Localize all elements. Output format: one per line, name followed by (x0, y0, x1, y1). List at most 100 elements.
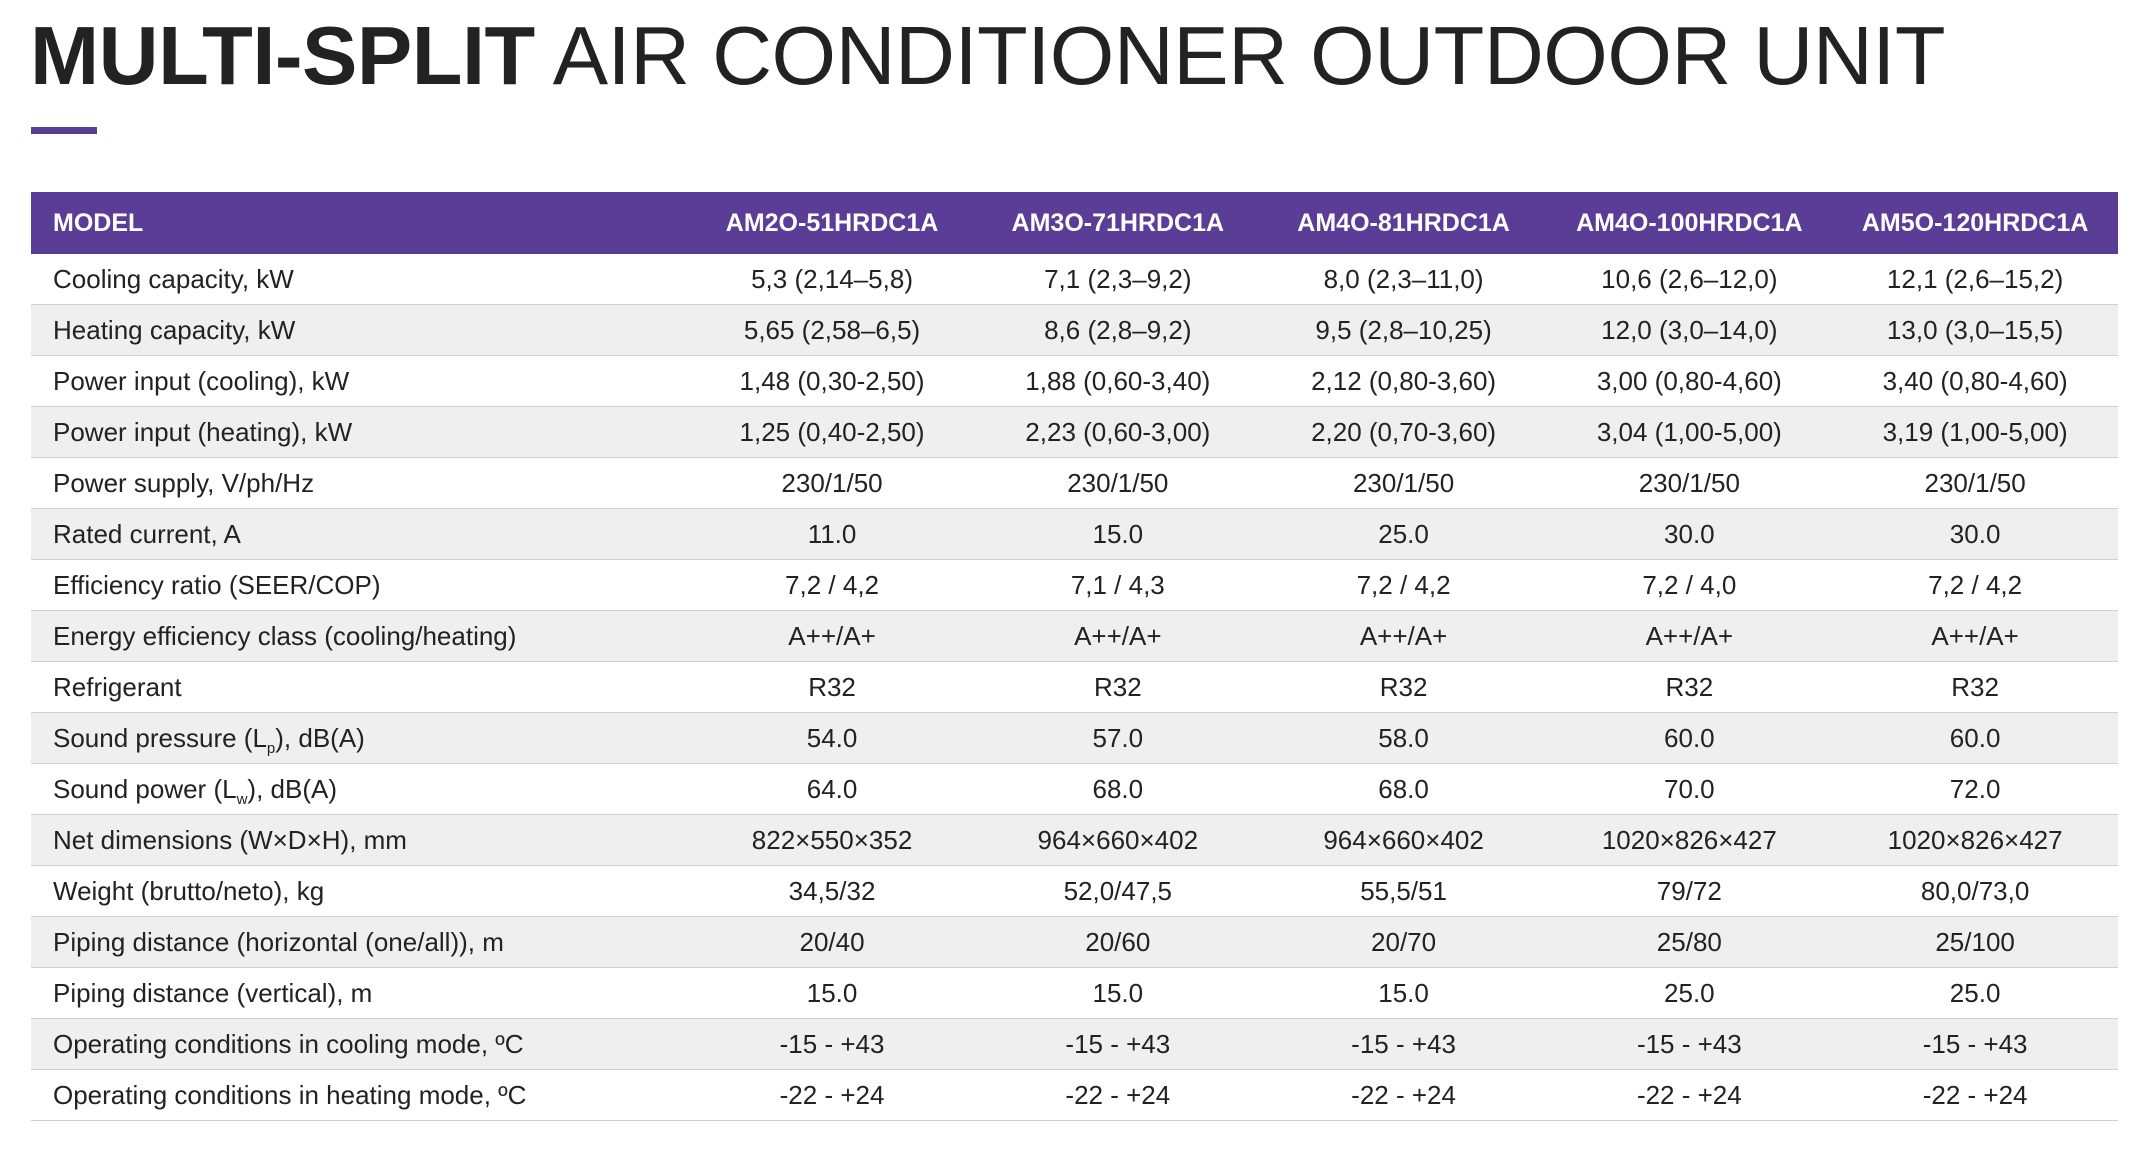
row-label: Power input (heating), kW (31, 406, 690, 458)
table-cell: 1,25 (0,40-2,50) (689, 406, 975, 458)
table-cell: 7,2 / 4,2 (1832, 559, 2118, 611)
table-cell: R32 (1546, 661, 1833, 713)
table-cell: 30.0 (1832, 508, 2118, 560)
table-cell: 5,3 (2,14–5,8) (689, 254, 975, 305)
table-cell: 964×660×402 (974, 814, 1261, 866)
table-cell: -15 - +43 (1832, 1018, 2118, 1070)
table-cell: A++/A+ (1832, 610, 2118, 662)
table-cell: A++/A+ (974, 610, 1261, 662)
table-cell: 9,5 (2,8–10,25) (1260, 304, 1547, 356)
table-cell: R32 (689, 661, 975, 713)
table-cell: 72.0 (1832, 763, 2118, 815)
table-cell: 25.0 (1546, 967, 1833, 1019)
table-cell: 1020×826×427 (1546, 814, 1833, 866)
table-cell: 3,19 (1,00-5,00) (1832, 406, 2118, 458)
row-label-text: ), dB(A) (247, 773, 337, 804)
table-cell: 25/80 (1546, 916, 1833, 968)
table-cell: 12,0 (3,0–14,0) (1546, 304, 1833, 356)
title-regular-part: AIR CONDITIONER OUTDOOR UNIT (552, 9, 1946, 102)
table-cell: 20/40 (689, 916, 975, 968)
row-label: Sound power (Lw), dB(A) (31, 763, 690, 815)
table-cell: -22 - +24 (689, 1069, 975, 1121)
table-row: Sound pressure (Lp), dB(A) 54.0 57.0 58.0 60… (31, 712, 2118, 764)
table-cell: 64.0 (689, 763, 975, 815)
table-row: Power input (heating), kW 1,25 (0,40-2,50… (31, 406, 2118, 458)
row-label-text: ), dB(A) (275, 722, 365, 753)
table-cell: 7,1 / 4,3 (974, 559, 1261, 611)
page-title: MULTI-SPLIT AIR CONDITIONER OUTDOOR UNIT (30, 6, 1946, 106)
row-label: Piping distance (horizontal (one/all)), … (31, 916, 690, 968)
table-cell: R32 (1260, 661, 1547, 713)
table-cell: 68.0 (1260, 763, 1547, 815)
row-label: Piping distance (vertical), m (31, 967, 690, 1019)
row-label-text: Sound power (L (53, 773, 237, 804)
row-label: Efficiency ratio (SEER/COP) (31, 559, 690, 611)
table-cell: 60.0 (1832, 712, 2118, 764)
table-cell: 1020×826×427 (1832, 814, 2118, 866)
table-cell: 60.0 (1546, 712, 1833, 764)
table-cell: 2,12 (0,80-3,60) (1260, 355, 1547, 407)
table-cell: 57.0 (974, 712, 1261, 764)
row-label: Power supply, V/ph/Hz (31, 457, 690, 509)
table-cell: A++/A+ (689, 610, 975, 662)
table-row: Sound power (Lw), dB(A) 64.0 68.0 68.0 70.0 7… (31, 763, 2118, 815)
table-cell: -15 - +43 (1260, 1018, 1547, 1070)
row-label: Refrigerant (31, 661, 690, 713)
table-row: Net dimensions (W×D×H), mm 822×550×352 964… (31, 814, 2118, 866)
table-cell: 7,2 / 4,0 (1546, 559, 1833, 611)
table-cell: -22 - +24 (974, 1069, 1261, 1121)
table-cell: 15.0 (1260, 967, 1547, 1019)
table-cell: 230/1/50 (1260, 457, 1547, 509)
table-row: Piping distance (horizontal (one/all)), … (31, 916, 2118, 968)
row-label: Weight (brutto/neto), kg (31, 865, 690, 917)
table-row: Refrigerant R32 R32 R32 R32 R32 (31, 661, 2118, 713)
header-model-name: AM5O-120HRDC1A (1832, 192, 2118, 254)
header-model-label: MODEL (31, 192, 690, 254)
table-cell: 20/70 (1260, 916, 1547, 968)
table-row: Cooling capacity, kW 5,3 (2,14–5,8) 7,1 (2… (31, 254, 2118, 305)
table-cell: -15 - +43 (1546, 1018, 1833, 1070)
row-label-subscript: p (266, 739, 276, 757)
table-cell: 52,0/47,5 (974, 865, 1261, 917)
table-row: Weight (brutto/neto), kg 34,5/32 52,0/47,5… (31, 865, 2118, 917)
row-label: Rated current, A (31, 508, 690, 560)
table-cell: 3,40 (0,80-4,60) (1832, 355, 2118, 407)
table-cell: 15.0 (974, 967, 1261, 1019)
table-cell: -15 - +43 (974, 1018, 1261, 1070)
table-cell: -22 - +24 (1546, 1069, 1833, 1121)
header-row: MODEL AM2O-51HRDC1A AM3O-71HRDC1A AM4O-8… (31, 192, 2118, 254)
row-label: Sound pressure (Lp), dB(A) (31, 712, 690, 764)
table-cell: 2,23 (0,60-3,00) (974, 406, 1261, 458)
row-label: Power input (cooling), kW (31, 355, 690, 407)
table-cell: 230/1/50 (1832, 457, 2118, 509)
row-label-text: Sound pressure (L (53, 722, 267, 753)
table-cell: 30.0 (1546, 508, 1833, 560)
row-label: Cooling capacity, kW (31, 254, 690, 305)
table-cell: R32 (1832, 661, 2118, 713)
table-cell: 13,0 (3,0–15,5) (1832, 304, 2118, 356)
table-cell: 12,1 (2,6–15,2) (1832, 254, 2118, 305)
row-label: Heating capacity, kW (31, 304, 690, 356)
table-cell: 55,5/51 (1260, 865, 1547, 917)
spec-table: MODEL AM2O-51HRDC1A AM3O-71HRDC1A AM4O-8… (31, 192, 2118, 1121)
table-cell: 1,48 (0,30-2,50) (689, 355, 975, 407)
table-row: Operating conditions in cooling mode, ºC… (31, 1018, 2118, 1070)
table-cell: 80,0/73,0 (1832, 865, 2118, 917)
table-cell: 7,2 / 4,2 (1260, 559, 1547, 611)
table-cell: 3,04 (1,00-5,00) (1546, 406, 1833, 458)
row-label: Energy efficiency class (cooling/heating… (31, 610, 690, 662)
table-cell: 5,65 (2,58–6,5) (689, 304, 975, 356)
table-cell: -22 - +24 (1832, 1069, 2118, 1121)
header-model-name: AM4O-81HRDC1A (1260, 192, 1547, 254)
header-model-name: AM3O-71HRDC1A (974, 192, 1261, 254)
table-row: Power input (cooling), kW 1,48 (0,30-2,50… (31, 355, 2118, 407)
table-cell: 79/72 (1546, 865, 1833, 917)
table-cell: 822×550×352 (689, 814, 975, 866)
table-cell: 10,6 (2,6–12,0) (1546, 254, 1833, 305)
table-cell: 25/100 (1832, 916, 2118, 968)
table-cell: 7,1 (2,3–9,2) (974, 254, 1261, 305)
title-bold-part: MULTI-SPLIT (30, 9, 535, 102)
table-cell: 2,20 (0,70-3,60) (1260, 406, 1547, 458)
title-accent-bar (31, 127, 97, 134)
table-cell: 8,0 (2,3–11,0) (1260, 254, 1547, 305)
